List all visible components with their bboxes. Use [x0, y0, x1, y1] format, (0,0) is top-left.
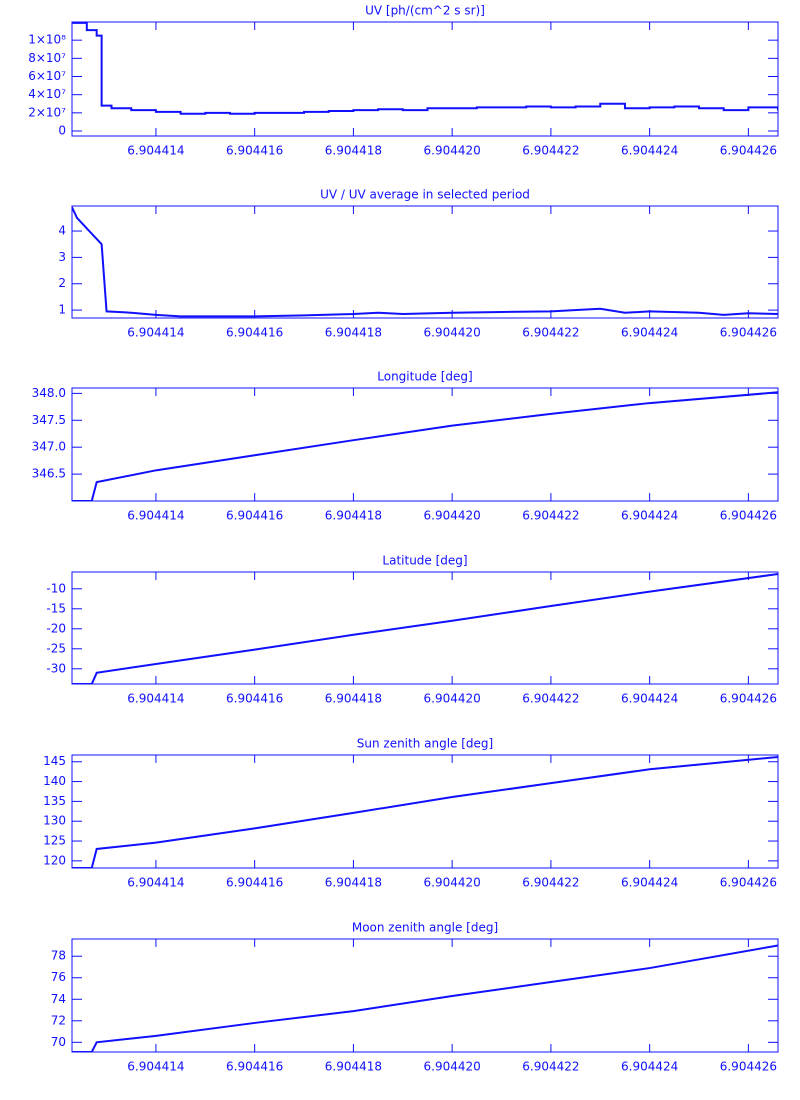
y-tick-label: 145 [43, 754, 66, 768]
plot-frame [71, 387, 779, 502]
y-tick-label: 72 [51, 1013, 66, 1027]
y-tick-label: -15 [46, 601, 66, 615]
y-tick-label: -10 [46, 581, 66, 595]
y-tick-label: 1 [58, 303, 66, 317]
x-tick-label: 6.904418 [325, 326, 382, 340]
y-tick-label: 2 [58, 276, 66, 290]
panel-title: Moon zenith angle [deg] [352, 921, 498, 935]
x-tick-label: 6.904420 [424, 1060, 481, 1074]
x-tick-label: 6.904416 [226, 1060, 283, 1074]
y-tick-label: 8×10⁷ [28, 51, 66, 65]
x-tick-label: 6.904426 [720, 1060, 777, 1074]
plot-frame [71, 205, 779, 319]
x-tick-label: 6.904424 [621, 326, 678, 340]
x-tick-label: 6.904414 [127, 692, 184, 706]
y-tick-label: 130 [43, 814, 66, 828]
x-tick-label: 6.904424 [621, 692, 678, 706]
plot-frame [71, 21, 779, 137]
x-tick-label: 6.904422 [522, 326, 579, 340]
plot-frame [71, 754, 779, 869]
y-tick-label: 70 [51, 1035, 66, 1049]
y-tick-label: 348.0 [32, 386, 66, 400]
x-tick-label: 6.904426 [720, 692, 777, 706]
x-tick-label: 6.904422 [522, 144, 579, 158]
x-tick-label: 6.904416 [226, 692, 283, 706]
plot-frame [71, 938, 779, 1053]
x-tick-label: 6.904422 [522, 509, 579, 523]
x-tick-label: 6.904414 [127, 509, 184, 523]
x-tick-label: 6.904424 [621, 144, 678, 158]
data-line [72, 391, 778, 501]
y-tick-label: 74 [51, 992, 66, 1006]
data-line [72, 755, 778, 868]
y-tick-label: -20 [46, 621, 66, 635]
panel-title: Longitude [deg] [377, 370, 472, 384]
panel-title: UV / UV average in selected period [320, 188, 530, 202]
y-tick-label: -30 [46, 661, 66, 675]
panel: Longitude [deg] 6.904414 6.904416 6.904418 6… [32, 370, 779, 523]
x-tick-label: 6.904424 [621, 876, 678, 890]
y-tick-label: 1×10⁸ [28, 33, 66, 47]
x-tick-label: 6.904418 [325, 876, 382, 890]
x-tick-label: 6.904418 [325, 1060, 382, 1074]
x-tick-label: 6.904426 [720, 509, 777, 523]
y-tick-label: 2×10⁷ [28, 105, 66, 119]
plot-frame [71, 571, 779, 685]
x-tick-label: 6.904416 [226, 876, 283, 890]
y-tick-label: -25 [46, 641, 66, 655]
x-tick-label: 6.904420 [424, 876, 481, 890]
y-tick-label: 78 [51, 949, 66, 963]
x-tick-label: 6.904418 [325, 692, 382, 706]
x-tick-label: 6.904420 [424, 692, 481, 706]
x-tick-label: 6.904418 [325, 509, 382, 523]
y-tick-label: 0 [58, 124, 66, 138]
y-tick-label: 135 [43, 794, 66, 808]
x-tick-label: 6.904420 [424, 144, 481, 158]
y-tick-label: 346.5 [32, 467, 66, 481]
y-tick-label: 76 [51, 970, 66, 984]
y-tick-label: 347.5 [32, 413, 66, 427]
x-tick-label: 6.904420 [424, 509, 481, 523]
data-line [72, 573, 778, 684]
data-line [72, 944, 778, 1052]
x-tick-label: 6.904414 [127, 144, 184, 158]
x-tick-label: 6.904424 [621, 509, 678, 523]
y-tick-label: 125 [43, 834, 66, 848]
panel-title: Sun zenith angle [deg] [357, 737, 493, 751]
panel: UV / UV average in selected period 6.9044… [58, 188, 779, 340]
x-tick-label: 6.904426 [720, 144, 777, 158]
panel: Latitude [deg] 6.904414 6.904416 6.904418 6.… [46, 554, 779, 706]
x-tick-label: 6.904418 [325, 144, 382, 158]
x-tick-label: 6.904422 [522, 876, 579, 890]
x-tick-label: 6.904416 [226, 326, 283, 340]
panel: Sun zenith angle [deg] 6.904414 6.904416 6.… [43, 737, 779, 890]
x-tick-label: 6.904422 [522, 1060, 579, 1074]
panel-title: UV [ph/(cm^2 s sr)] [365, 4, 485, 18]
y-tick-label: 4×10⁷ [28, 87, 66, 101]
x-tick-label: 6.904414 [127, 326, 184, 340]
x-tick-label: 6.904424 [621, 1060, 678, 1074]
x-tick-label: 6.904416 [226, 144, 283, 158]
x-tick-label: 6.904414 [127, 876, 184, 890]
y-tick-label: 3 [58, 250, 66, 264]
y-tick-label: 347.0 [32, 440, 66, 454]
x-tick-label: 6.904416 [226, 509, 283, 523]
data-line [72, 22, 778, 115]
x-tick-label: 6.904426 [720, 876, 777, 890]
x-tick-label: 6.904414 [127, 1060, 184, 1074]
y-tick-label: 6×10⁷ [28, 69, 66, 83]
panel-title: Latitude [deg] [382, 554, 467, 568]
x-tick-label: 6.904420 [424, 326, 481, 340]
y-tick-label: 120 [43, 853, 66, 867]
y-tick-label: 140 [43, 774, 66, 788]
y-tick-label: 4 [58, 224, 66, 238]
x-tick-label: 6.904426 [720, 326, 777, 340]
data-line [72, 206, 778, 318]
x-tick-label: 6.904422 [522, 692, 579, 706]
panel: UV [ph/(cm^2 s sr)] 6.904414 6.904416 6.904… [28, 4, 779, 158]
panel: Moon zenith angle [deg] 6.904414 6.904416 6… [51, 921, 779, 1074]
